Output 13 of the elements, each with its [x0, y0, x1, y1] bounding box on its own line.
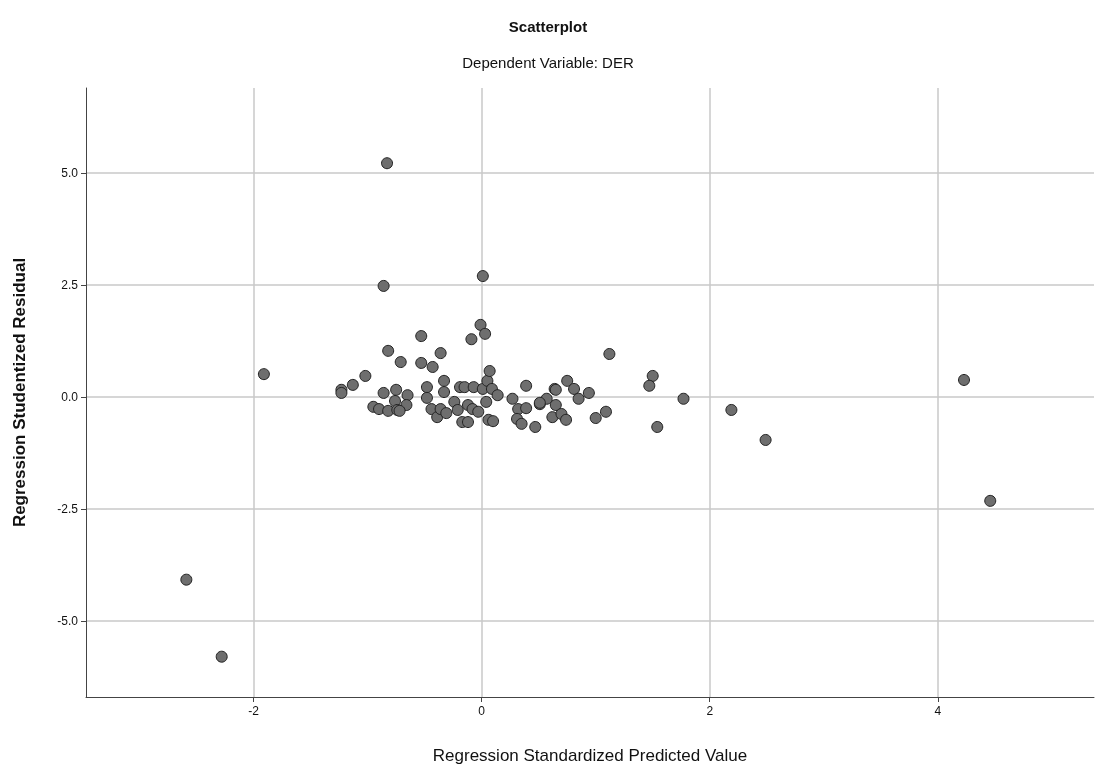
x-tick-label: 4	[934, 704, 942, 718]
y-tick-label: 0.0	[61, 389, 79, 404]
chart-title: Scatterplot	[508, 18, 588, 35]
y-tick-label: 2.5	[61, 278, 79, 293]
x-tick-label: 2	[706, 704, 714, 718]
x-axis-title: Regression Standardized Predicted Value	[432, 746, 748, 765]
y-tick-label: -2.5	[57, 501, 79, 516]
x-tick-label: 0	[478, 704, 486, 718]
y-tick-label: -5.0	[57, 613, 79, 628]
x-tick-label: -2	[248, 704, 260, 718]
chart-subtitle: Dependent Variable: DER	[462, 54, 634, 71]
y-axis-title: Regression Studentized Residual	[10, 257, 29, 528]
y-tick-label: 5.0	[61, 166, 79, 181]
